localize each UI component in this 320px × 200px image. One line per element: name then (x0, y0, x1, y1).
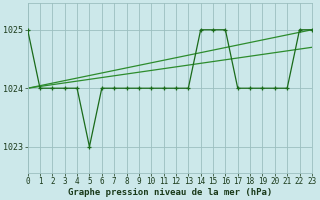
X-axis label: Graphe pression niveau de la mer (hPa): Graphe pression niveau de la mer (hPa) (68, 188, 272, 197)
